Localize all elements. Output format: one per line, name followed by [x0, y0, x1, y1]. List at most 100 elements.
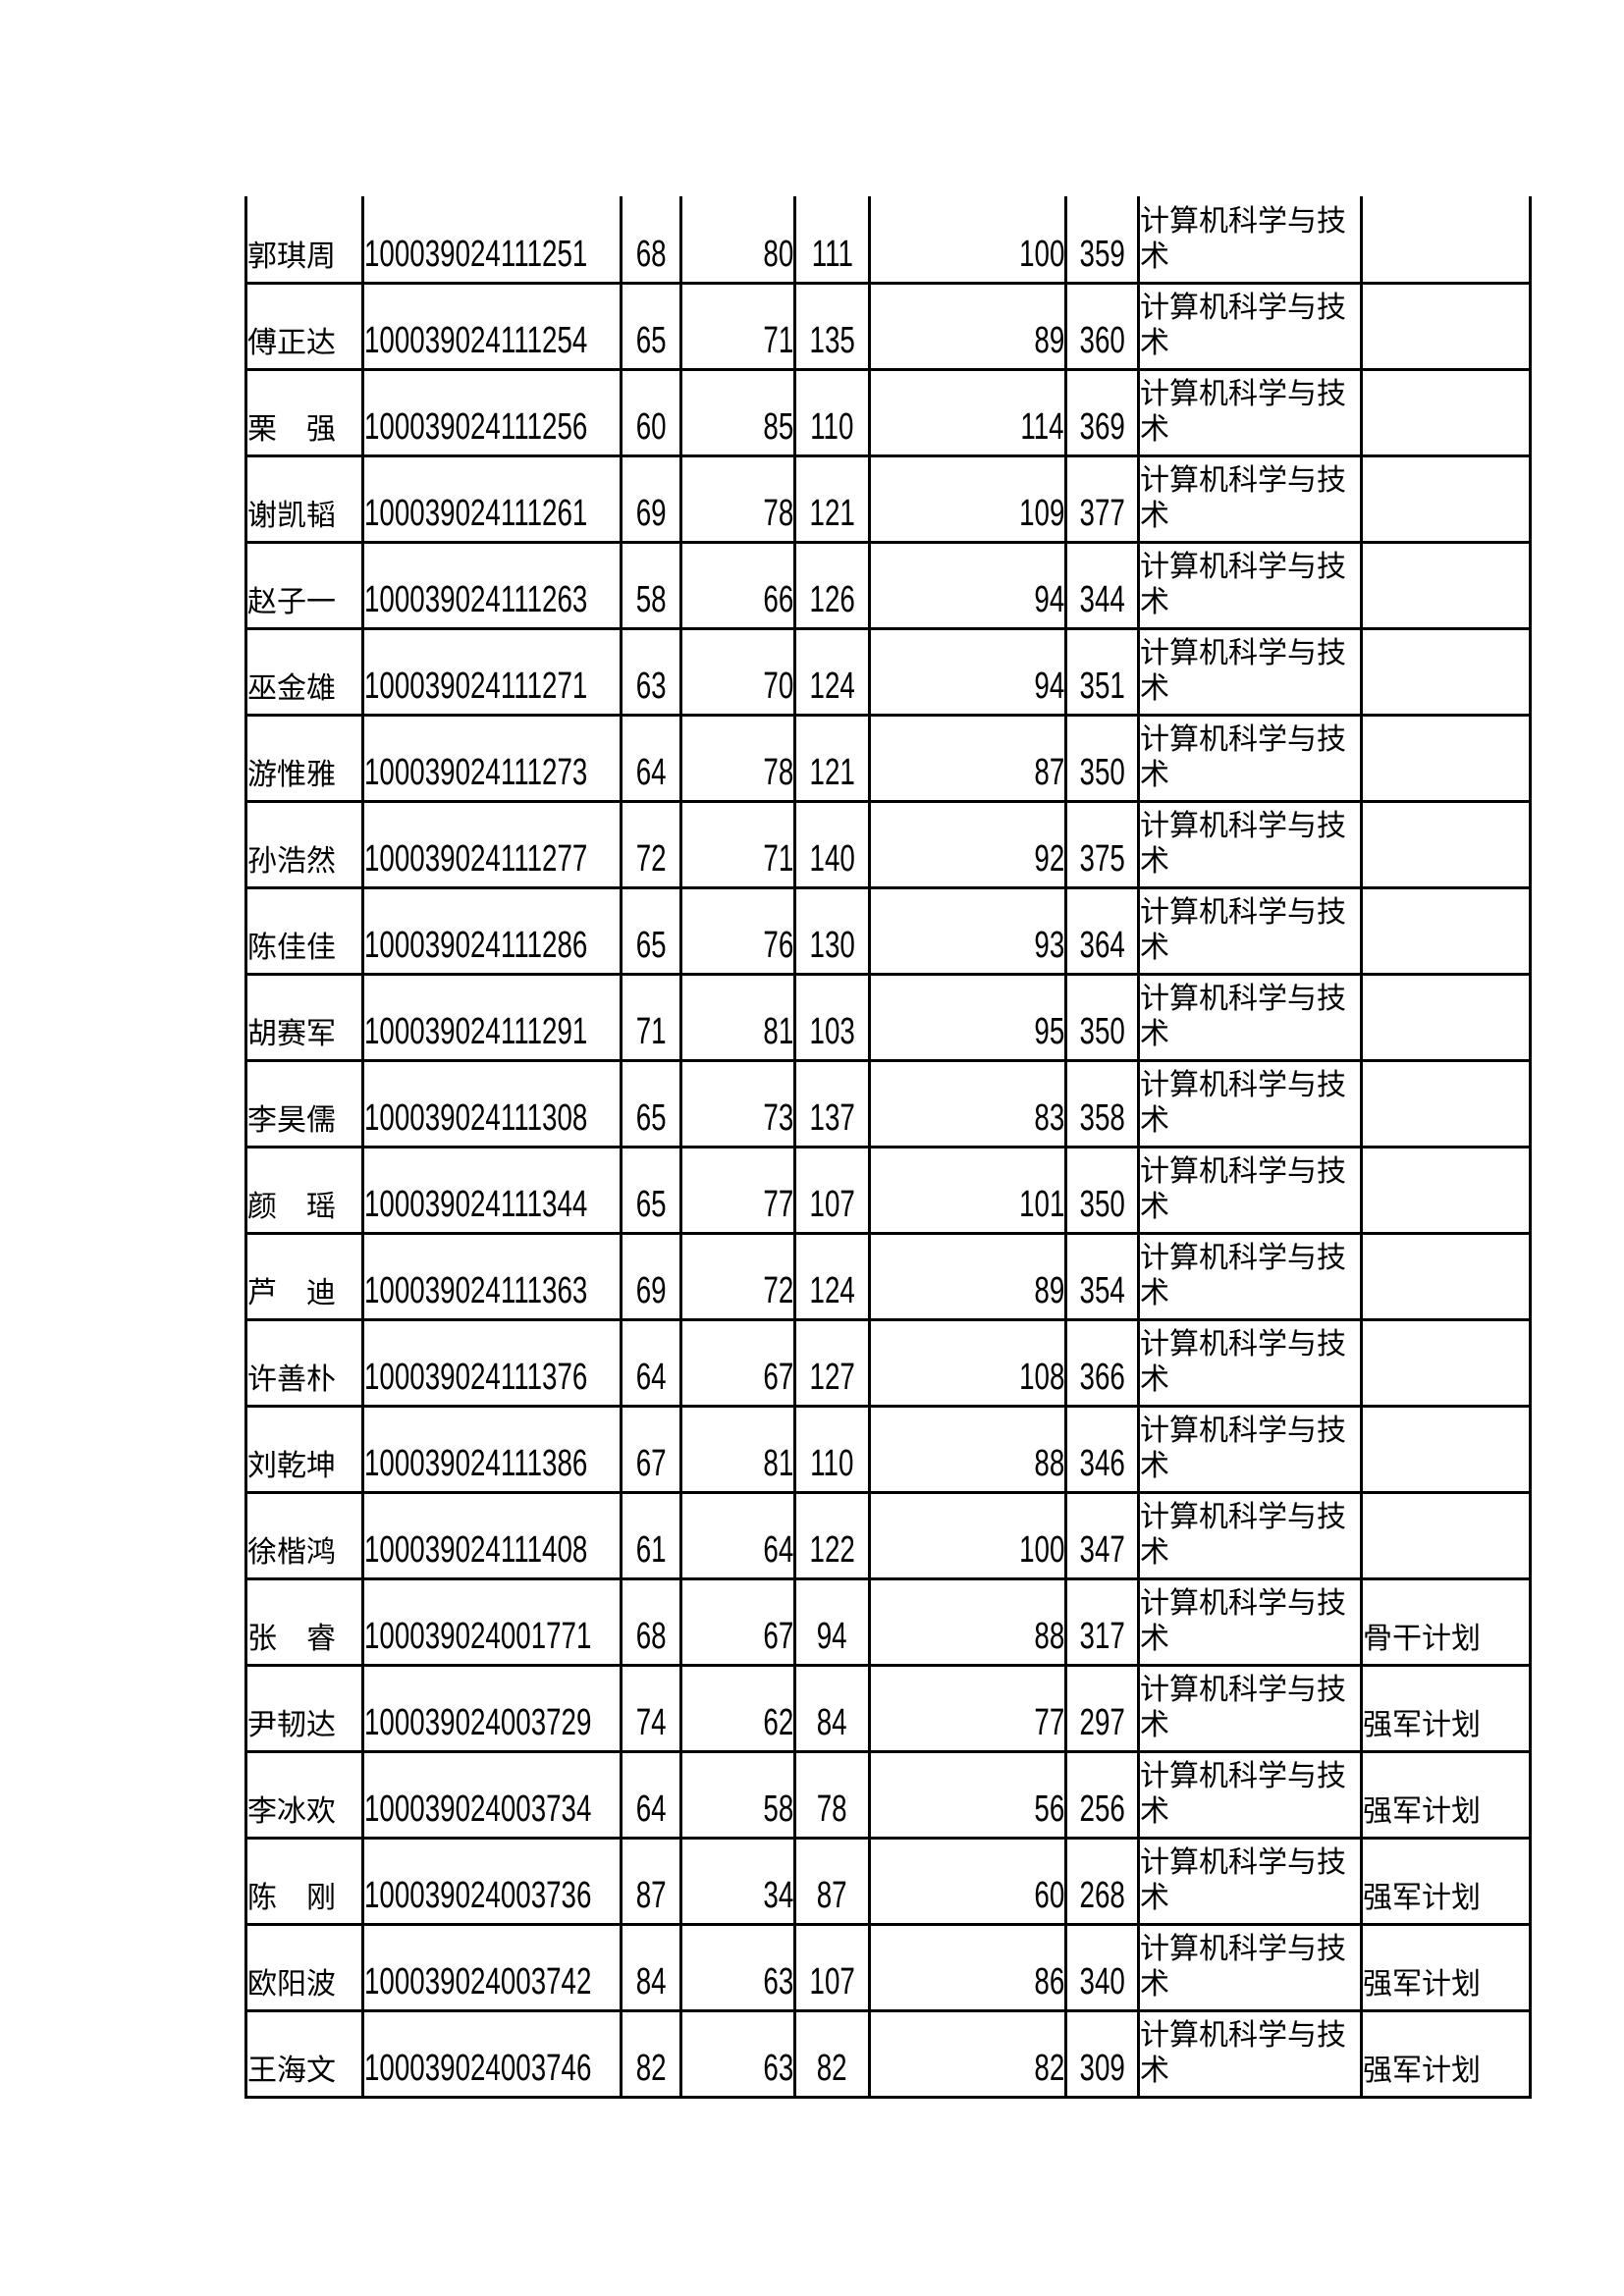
cell-major: 计算机科学与技术	[1137, 1404, 1363, 1494]
table-row: 郭琪周 100039024111251 68 80 111 100 359 计算…	[244, 196, 1532, 285]
cell-exam-id: 100039024003746	[361, 2008, 623, 2099]
score-2-text: 77	[763, 1183, 793, 1225]
table-row: 陈 刚 100039024003736 87 34 87 60 268 计算机科…	[244, 1836, 1532, 1926]
cell-total-score: 377	[1064, 454, 1140, 544]
student-name-text: 李冰欢	[247, 1794, 336, 1828]
cell-score-4: 94	[868, 540, 1067, 630]
cell-major: 计算机科学与技术	[1137, 1058, 1363, 1148]
score-2-text: 76	[763, 924, 793, 966]
score-1-text: 64	[635, 751, 667, 793]
cell-remark: 骨干计划	[1360, 1576, 1532, 1667]
cell-score-2: 78	[679, 454, 796, 544]
student-name-text: 李昊儒	[247, 1103, 336, 1137]
cell-remark: 强军计划	[1360, 1663, 1532, 1753]
exam-id-text: 100039024003729	[364, 1701, 592, 1743]
cell-score-2: 66	[679, 540, 796, 630]
cell-score-3: 110	[793, 1404, 871, 1494]
cell-exam-id: 100039024111376	[361, 1317, 623, 1408]
exam-id-text: 100039024111386	[364, 1442, 588, 1484]
cell-remark	[1360, 1404, 1532, 1494]
remark-text: 骨干计划	[1363, 1622, 1481, 1655]
cell-score-2: 71	[679, 281, 796, 371]
exam-id-text: 100039024111256	[364, 405, 588, 448]
student-name-text: 许善朴	[247, 1362, 336, 1396]
cell-student-name: 谢凯韬	[244, 454, 364, 544]
cell-score-2: 78	[679, 713, 796, 803]
cell-remark	[1360, 1317, 1532, 1408]
cell-total-score: 350	[1064, 1145, 1140, 1235]
score-2-text: 71	[763, 319, 793, 361]
cell-exam-id: 100039024003734	[361, 1749, 623, 1840]
cell-score-1: 71	[620, 972, 682, 1062]
cell-score-2: 85	[679, 367, 796, 457]
student-name-text: 谢凯韬	[247, 499, 336, 532]
table-row: 赵子一 100039024111263 58 66 126 94 344 计算机…	[244, 540, 1532, 630]
score-2-text: 58	[763, 1788, 793, 1830]
major-text: 计算机科学与技术	[1140, 291, 1346, 359]
exam-id-text: 100039024111277	[364, 837, 588, 880]
table-row: 陈佳佳 100039024111286 65 76 130 93 364 计算机…	[244, 885, 1532, 976]
cell-student-name: 刘乾坤	[244, 1404, 364, 1494]
cell-major: 计算机科学与技术	[1137, 454, 1363, 544]
exam-id-text: 100039024001771	[364, 1615, 592, 1657]
score-4-text: 82	[1034, 2047, 1064, 2089]
cell-score-1: 65	[620, 1058, 682, 1148]
exam-id-text: 100039024111251	[364, 233, 588, 275]
score-2-text: 67	[763, 1615, 793, 1657]
exam-id-text: 100039024003736	[364, 1874, 592, 1916]
cell-score-3: 126	[793, 540, 871, 630]
cell-score-2: 58	[679, 1749, 796, 1840]
score-4-text: 95	[1034, 1010, 1064, 1052]
cell-score-1: 61	[620, 1490, 682, 1580]
score-1-text: 84	[635, 1960, 667, 2002]
cell-major: 计算机科学与技术	[1137, 713, 1363, 803]
cell-score-3: 135	[793, 281, 871, 371]
cell-score-1: 58	[620, 540, 682, 630]
table-row: 傅正达 100039024111254 65 71 135 89 360 计算机…	[244, 281, 1532, 371]
score-2-text: 80	[763, 233, 793, 275]
cell-score-3: 103	[793, 972, 871, 1062]
score-1-text: 74	[635, 1701, 667, 1743]
table-row: 李昊儒 100039024111308 65 73 137 83 358 计算机…	[244, 1058, 1532, 1148]
total-score-text: 346	[1079, 1442, 1125, 1484]
cell-total-score: 340	[1064, 1922, 1140, 2012]
score-4-text: 100	[1018, 233, 1064, 275]
cell-exam-id: 100039024111386	[361, 1404, 623, 1494]
score-2-text: 34	[763, 1874, 793, 1916]
cell-student-name: 王海文	[244, 2008, 364, 2099]
cell-total-score: 369	[1064, 367, 1140, 457]
student-name-text: 陈 刚	[247, 1881, 336, 1914]
cell-score-2: 81	[679, 1404, 796, 1494]
cell-remark	[1360, 885, 1532, 976]
cell-student-name: 徐楷鸿	[244, 1490, 364, 1580]
cell-score-4: 109	[868, 454, 1067, 544]
student-name-text: 张 睿	[247, 1622, 336, 1655]
cell-score-3: 94	[793, 1576, 871, 1667]
cell-total-score: 360	[1064, 281, 1140, 371]
cell-score-1: 65	[620, 885, 682, 976]
score-2-text: 64	[763, 1528, 793, 1571]
cell-student-name: 李冰欢	[244, 1749, 364, 1840]
score-2-text: 62	[763, 1701, 793, 1743]
score-3-text: 135	[809, 319, 855, 361]
score-3-text: 127	[809, 1356, 855, 1398]
cell-score-4: 60	[868, 1836, 1067, 1926]
cell-score-2: 71	[679, 799, 796, 889]
major-text: 计算机科学与技术	[1140, 1845, 1346, 1914]
score-2-text: 85	[763, 405, 793, 448]
score-4-text: 101	[1018, 1183, 1064, 1225]
cell-student-name: 巫金雄	[244, 626, 364, 717]
score-4-text: 77	[1034, 1701, 1064, 1743]
cell-major: 计算机科学与技术	[1137, 885, 1363, 976]
score-3-text: 121	[809, 751, 855, 793]
cell-major: 计算机科学与技术	[1137, 626, 1363, 717]
exam-id-text: 100039024111286	[364, 924, 588, 966]
major-text: 计算机科学与技术	[1140, 1500, 1346, 1569]
cell-total-score: 297	[1064, 1663, 1140, 1753]
major-text: 计算机科学与技术	[1140, 722, 1346, 791]
score-3-text: 124	[809, 1269, 855, 1311]
score-1-text: 65	[635, 1096, 667, 1139]
total-score-text: 375	[1079, 837, 1125, 880]
total-score-text: 268	[1079, 1874, 1125, 1916]
cell-remark	[1360, 367, 1532, 457]
